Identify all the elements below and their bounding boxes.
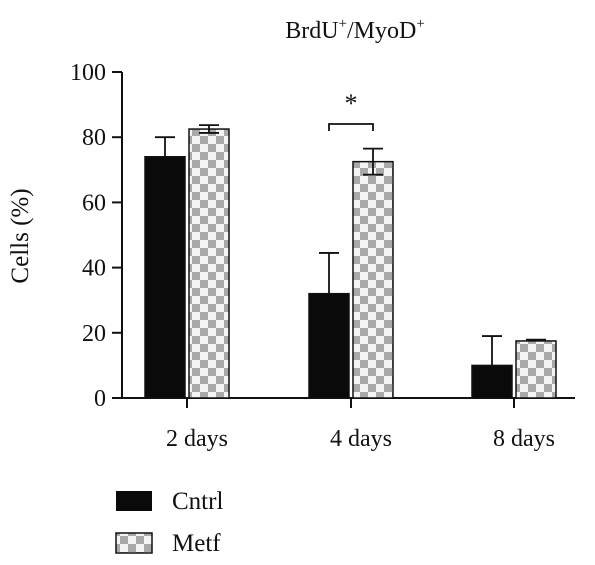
y-tick-label: 40 (82, 256, 106, 282)
x-category-label: 4 days (330, 426, 392, 452)
y-tick-label: 0 (94, 386, 106, 412)
bar-cntrl-8-days (471, 364, 513, 399)
legend: Cntrl Metf (115, 488, 223, 557)
chart-title: BrdU+/MyoD+ (285, 16, 425, 44)
legend-swatch-cntrl (116, 491, 152, 511)
legend-label-metf: Metf (172, 530, 221, 557)
significance-star: * (345, 89, 358, 118)
y-tick-label: 100 (70, 60, 106, 86)
bar-cntrl-4-days (308, 292, 350, 399)
bar-metf-2-days (188, 128, 230, 399)
x-category-label: 2 days (166, 426, 228, 452)
x-category-label: 8 days (493, 426, 555, 452)
bar-metf-4-days (352, 160, 394, 399)
bar-metf-8-days (515, 340, 557, 399)
significance-bracket (328, 123, 374, 131)
legend-label-cntrl: Cntrl (172, 488, 223, 515)
y-axis-label: Cells (%) (7, 188, 34, 283)
legend-swatch-metf (115, 532, 153, 554)
bar-cntrl-2-days (144, 156, 186, 399)
y-tick-label: 80 (82, 125, 106, 151)
y-tick-label: 20 (82, 321, 106, 347)
y-tick-label: 60 (82, 190, 106, 216)
